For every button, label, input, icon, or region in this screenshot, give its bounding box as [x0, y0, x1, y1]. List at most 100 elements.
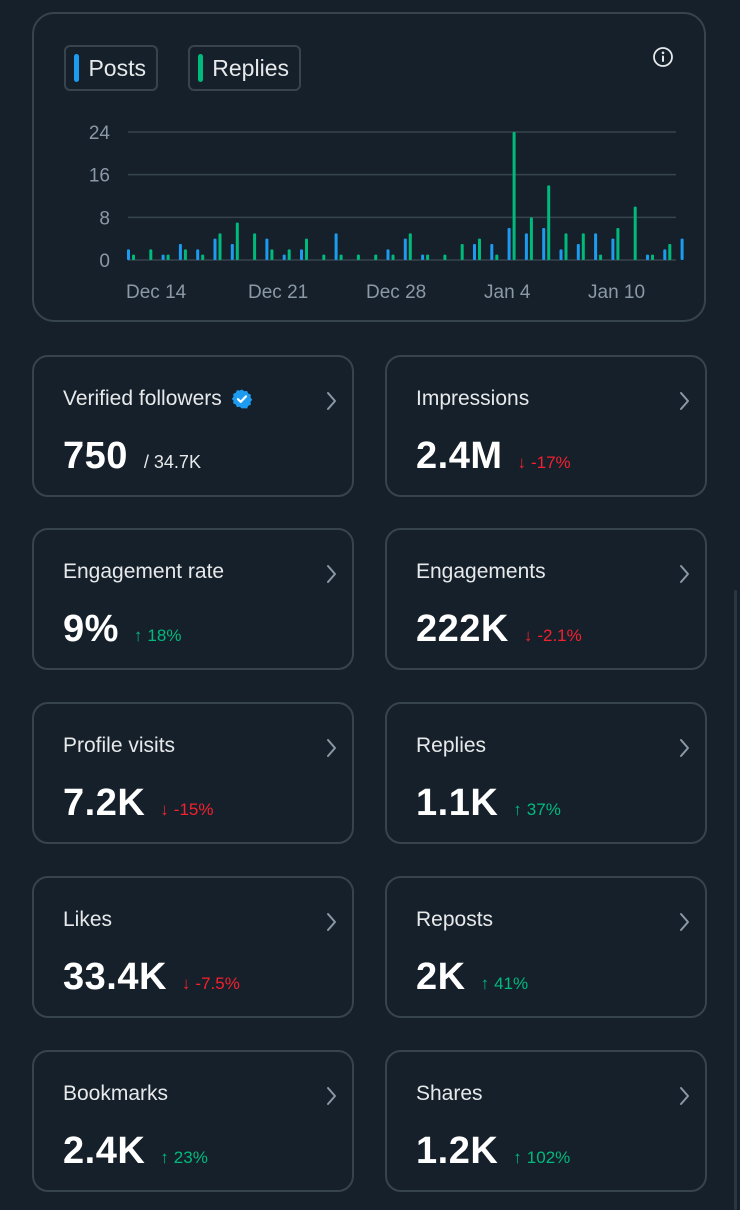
stat-card-bookmarks[interactable]: Bookmarks 2.4K ↑ 23% [32, 1050, 354, 1192]
replies-bar[interactable] [287, 249, 291, 260]
scrollbar[interactable] [734, 590, 737, 1210]
stat-card-shares[interactable]: Shares 1.2K ↑ 102% [385, 1050, 707, 1192]
replies-bar[interactable] [305, 238, 308, 260]
x-tick-label: Dec 14 [126, 282, 187, 303]
y-tick-label: 8 [99, 208, 110, 229]
posts-bar[interactable] [230, 244, 234, 260]
stat-card-engagement-rate[interactable]: Engagement rate 9% ↑ 18% [32, 528, 354, 670]
posts-bar[interactable] [611, 238, 615, 260]
stat-card-likes[interactable]: Likes 33.4K ↓ -7.5% [32, 876, 354, 1018]
replies-bar[interactable] [564, 233, 568, 260]
replies-bar[interactable] [547, 185, 551, 260]
stat-delta: ↓ -17% [517, 453, 570, 473]
replies-bar[interactable] [253, 233, 257, 260]
replies-bar[interactable] [668, 244, 672, 260]
posts-bar[interactable] [507, 228, 511, 260]
stat-delta-value: 102% [526, 1148, 571, 1167]
posts-bar[interactable] [196, 249, 200, 260]
stat-value-row: 2.4M ↓ -17% [416, 435, 571, 478]
stat-label: Impressions [416, 387, 530, 410]
posts-bar[interactable] [265, 238, 269, 260]
posts-bar[interactable] [646, 254, 649, 260]
x-tick-label: Jan 10 [588, 282, 645, 303]
stat-label-row: Likes [63, 908, 112, 932]
chevron-right-icon [327, 1087, 336, 1105]
replies-bar[interactable] [581, 233, 585, 260]
posts-bar[interactable] [490, 244, 494, 260]
stat-value: 2.4M [416, 435, 503, 477]
stat-card-verified-followers[interactable]: Verified followers 750 / 34.7K [32, 355, 354, 497]
stat-value: 750 [63, 435, 128, 477]
y-tick-label: 16 [89, 166, 110, 187]
replies-bar[interactable] [512, 132, 516, 260]
stat-card-reposts[interactable]: Reposts 2K ↑ 41% [385, 876, 707, 1018]
stat-value-row: 2K ↑ 41% [416, 956, 528, 999]
replies-bar[interactable] [132, 254, 135, 260]
stat-value: 1.2K [416, 1130, 499, 1172]
stat-card-profile-visits[interactable]: Profile visits 7.2K ↓ -15% [32, 702, 354, 844]
replies-bar[interactable] [616, 228, 620, 260]
replies-bar[interactable] [426, 254, 430, 260]
stat-delta: ↓ -7.5% [182, 974, 240, 994]
replies-bar[interactable] [149, 249, 153, 260]
stat-delta: ↓ -15% [160, 800, 213, 820]
posts-bar[interactable] [576, 244, 580, 260]
posts-bar[interactable] [524, 233, 528, 260]
stat-value-row: 1.2K ↑ 102% [416, 1130, 570, 1173]
posts-bar[interactable] [178, 244, 182, 260]
stat-delta: ↑ 23% [160, 1148, 208, 1168]
replies-bar[interactable] [322, 254, 326, 260]
stat-card-engagements[interactable]: Engagements 222K ↓ -2.1% [385, 528, 707, 670]
stat-delta-value: 23% [173, 1148, 208, 1167]
stat-delta-value: 18% [147, 626, 182, 645]
legend-posts-button[interactable]: Posts [64, 45, 158, 91]
stat-delta: ↑ 18% [134, 626, 182, 646]
legend-replies-button[interactable]: Replies [188, 45, 301, 91]
info-circle-icon[interactable] [652, 46, 674, 68]
posts-bar[interactable] [161, 254, 165, 260]
posts-bar[interactable] [594, 233, 598, 260]
posts-bar[interactable] [213, 238, 217, 260]
replies-bar[interactable] [460, 244, 464, 260]
posts-bar[interactable] [421, 254, 425, 260]
replies-bar[interactable] [183, 249, 187, 260]
posts-bar[interactable] [663, 249, 667, 260]
posts-bar[interactable] [403, 238, 407, 260]
posts-bar[interactable] [680, 238, 684, 260]
posts-bar[interactable] [127, 249, 130, 260]
posts-bar[interactable] [386, 249, 390, 260]
posts-bar[interactable] [300, 249, 303, 260]
replies-bar[interactable] [633, 206, 637, 260]
replies-bar[interactable] [478, 238, 481, 260]
replies-bar[interactable] [495, 254, 499, 260]
replies-bar[interactable] [356, 254, 360, 260]
replies-bar[interactable] [235, 222, 239, 260]
replies-bar[interactable] [166, 254, 170, 260]
posts-bar[interactable] [282, 254, 286, 260]
replies-bar[interactable] [339, 254, 343, 260]
stat-label-row: Impressions [416, 387, 529, 411]
replies-bar[interactable] [201, 254, 205, 260]
x-tick-label: Dec 21 [248, 282, 308, 303]
posts-bar[interactable] [473, 244, 476, 260]
posts-bar[interactable] [559, 249, 563, 260]
stat-label-row: Engagement rate [63, 560, 224, 584]
replies-bar[interactable] [391, 254, 395, 260]
posts-bar[interactable] [542, 228, 546, 260]
posts-bar[interactable] [334, 233, 338, 260]
stat-value: 7.2K [63, 782, 146, 824]
replies-bar[interactable] [408, 233, 412, 260]
stat-card-impressions[interactable]: Impressions 2.4M ↓ -17% [385, 355, 707, 497]
replies-bar[interactable] [218, 233, 222, 260]
stat-value: 222K [416, 608, 509, 650]
chevron-right-icon [680, 1087, 689, 1105]
replies-bar[interactable] [651, 254, 654, 260]
replies-bar[interactable] [443, 254, 447, 260]
replies-bar[interactable] [270, 249, 274, 260]
replies-bar[interactable] [374, 254, 378, 260]
posts-swatch [74, 54, 80, 82]
replies-bar[interactable] [599, 254, 603, 260]
stat-card-replies[interactable]: Replies 1.1K ↑ 37% [385, 702, 707, 844]
replies-bar[interactable] [529, 217, 533, 260]
